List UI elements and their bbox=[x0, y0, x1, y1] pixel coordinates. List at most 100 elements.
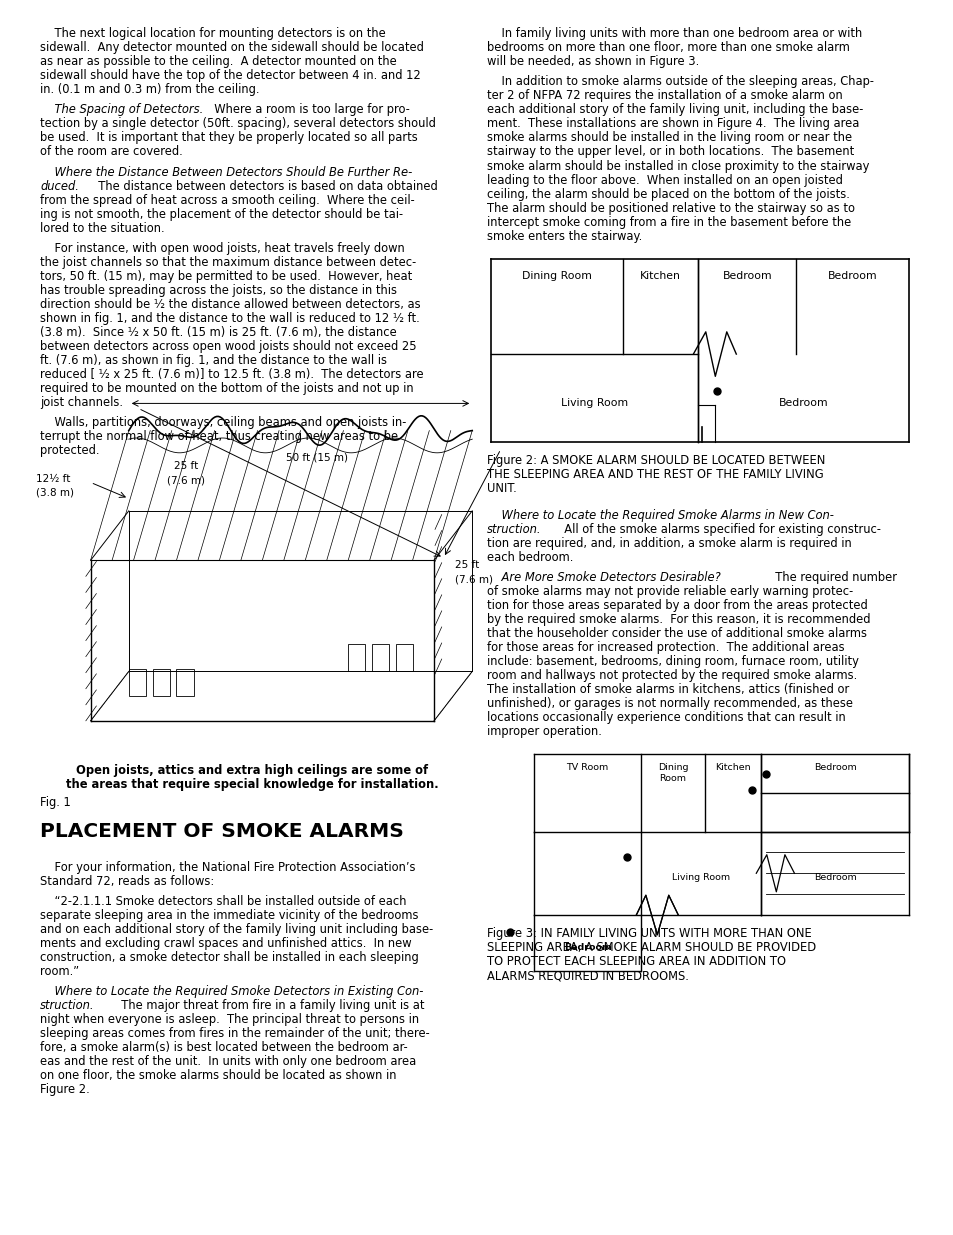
Text: Are More Smoke Detectors Desirable?: Are More Smoke Detectors Desirable? bbox=[486, 571, 720, 584]
Text: 12½ ft: 12½ ft bbox=[36, 474, 71, 484]
Text: (3.8 m).  Since ½ x 50 ft. (15 m) is 25 ft. (7.6 m), the distance: (3.8 m). Since ½ x 50 ft. (15 m) is 25 f… bbox=[40, 326, 396, 340]
Text: The required number: The required number bbox=[767, 571, 896, 584]
Text: separate sleeping area in the immediate vicinity of the bedrooms: separate sleeping area in the immediate … bbox=[40, 909, 418, 923]
Text: Where to Locate the Required Smoke Detectors in Existing Con-: Where to Locate the Required Smoke Detec… bbox=[40, 986, 423, 998]
Text: terrupt the normal flow of heat, thus creating new areas to be: terrupt the normal flow of heat, thus cr… bbox=[40, 430, 397, 443]
Text: 25 ft: 25 ft bbox=[455, 561, 478, 571]
Text: between detectors across open wood joists should not exceed 25: between detectors across open wood joist… bbox=[40, 340, 416, 353]
Text: Open joists, attics and extra high ceilings are some of: Open joists, attics and extra high ceili… bbox=[76, 764, 428, 777]
Text: of the room are covered.: of the room are covered. bbox=[40, 146, 183, 158]
Text: THE SLEEPING AREA AND THE REST OF THE FAMILY LIVING: THE SLEEPING AREA AND THE REST OF THE FA… bbox=[486, 468, 822, 482]
Text: 25 ft: 25 ft bbox=[173, 462, 198, 472]
Text: be used.  It is important that they be properly located so all parts: be used. It is important that they be pr… bbox=[40, 131, 417, 144]
Text: The distance between detectors is based on data obtained: The distance between detectors is based … bbox=[91, 179, 436, 193]
Text: ing is not smooth, the placement of the detector should be tai-: ing is not smooth, the placement of the … bbox=[40, 207, 403, 221]
Text: locations occasionally experience conditions that can result in: locations occasionally experience condit… bbox=[486, 711, 844, 724]
Text: Standard 72, reads as follows:: Standard 72, reads as follows: bbox=[40, 874, 214, 888]
Text: tion are required, and, in addition, a smoke alarm is required in: tion are required, and, in addition, a s… bbox=[486, 536, 850, 550]
Text: Figure 3: IN FAMILY LIVING UNITS WITH MORE THAN ONE: Figure 3: IN FAMILY LIVING UNITS WITH MO… bbox=[486, 927, 810, 940]
Text: (3.8 m): (3.8 m) bbox=[36, 488, 74, 498]
Text: intercept smoke coming from a fire in the basement before the: intercept smoke coming from a fire in th… bbox=[486, 216, 850, 228]
Text: for those areas for increased protection.  The additional areas: for those areas for increased protection… bbox=[486, 641, 843, 653]
Text: “2-2.1.1.1 Smoke detectors shall be installed outside of each: “2-2.1.1.1 Smoke detectors shall be inst… bbox=[40, 895, 406, 908]
Text: The next logical location for mounting detectors is on the: The next logical location for mounting d… bbox=[40, 27, 385, 41]
Text: In addition to smoke alarms outside of the sleeping areas, Chap-: In addition to smoke alarms outside of t… bbox=[486, 75, 873, 89]
Text: tors, 50 ft. (15 m), may be permitted to be used.  However, heat: tors, 50 ft. (15 m), may be permitted to… bbox=[40, 270, 412, 283]
Text: Bedroom: Bedroom bbox=[563, 944, 611, 952]
Text: each bedroom.: each bedroom. bbox=[486, 551, 573, 563]
Text: For instance, with open wood joists, heat travels freely down: For instance, with open wood joists, hea… bbox=[40, 242, 404, 254]
Text: The alarm should be positioned relative to the stairway so as to: The alarm should be positioned relative … bbox=[486, 201, 854, 215]
Text: shown in fig. 1, and the distance to the wall is reduced to 12 ½ ft.: shown in fig. 1, and the distance to the… bbox=[40, 312, 419, 325]
Text: smoke alarms should be installed in the living room or near the: smoke alarms should be installed in the … bbox=[486, 131, 851, 144]
Text: PLACEMENT OF SMOKE ALARMS: PLACEMENT OF SMOKE ALARMS bbox=[40, 821, 403, 841]
Text: All of the smoke alarms specified for existing construc-: All of the smoke alarms specified for ex… bbox=[557, 522, 881, 536]
Text: ments and excluding crawl spaces and unfinished attics.  In new: ments and excluding crawl spaces and unf… bbox=[40, 937, 412, 950]
Text: TV Room: TV Room bbox=[566, 763, 608, 772]
Text: In family living units with more than one bedroom area or with: In family living units with more than on… bbox=[486, 27, 861, 41]
Text: struction.: struction. bbox=[486, 522, 540, 536]
Text: the joist channels so that the maximum distance between detec-: the joist channels so that the maximum d… bbox=[40, 256, 416, 269]
Text: room and hallways not protected by the required smoke alarms.: room and hallways not protected by the r… bbox=[486, 669, 856, 682]
Text: Fig. 1: Fig. 1 bbox=[40, 797, 71, 809]
Text: has trouble spreading across the joists, so the distance in this: has trouble spreading across the joists,… bbox=[40, 284, 396, 296]
Text: joist channels.: joist channels. bbox=[40, 396, 123, 409]
Text: UNIT.: UNIT. bbox=[486, 482, 516, 495]
Text: in. (0.1 m and 0.3 m) from the ceiling.: in. (0.1 m and 0.3 m) from the ceiling. bbox=[40, 83, 259, 96]
Text: lored to the situation.: lored to the situation. bbox=[40, 222, 165, 235]
Text: smoke alarm should be installed in close proximity to the stairway: smoke alarm should be installed in close… bbox=[486, 159, 868, 173]
Text: sidewall should have the top of the detector between 4 in. and 12: sidewall should have the top of the dete… bbox=[40, 69, 420, 83]
Text: smoke enters the stairway.: smoke enters the stairway. bbox=[486, 230, 641, 242]
Text: ter 2 of NFPA 72 requires the installation of a smoke alarm on: ter 2 of NFPA 72 requires the installati… bbox=[486, 89, 841, 103]
Text: (7.6 m): (7.6 m) bbox=[455, 574, 493, 584]
Text: unfinished), or garages is not normally recommended, as these: unfinished), or garages is not normally … bbox=[486, 697, 852, 710]
Text: 50 ft (15 m): 50 ft (15 m) bbox=[286, 453, 348, 463]
Text: TO PROTECT EACH SLEEPING AREA IN ADDITION TO: TO PROTECT EACH SLEEPING AREA IN ADDITIO… bbox=[486, 956, 784, 968]
Text: stairway to the upper level, or in both locations.  The basement: stairway to the upper level, or in both … bbox=[486, 146, 853, 158]
Text: For your information, the National Fire Protection Association’s: For your information, the National Fire … bbox=[40, 861, 416, 873]
Text: Living Room: Living Room bbox=[560, 398, 628, 408]
Text: ft. (7.6 m), as shown in fig. 1, and the distance to the wall is: ft. (7.6 m), as shown in fig. 1, and the… bbox=[40, 354, 387, 367]
Text: tection by a single detector (50ft. spacing), several detectors should: tection by a single detector (50ft. spac… bbox=[40, 117, 436, 131]
Text: Where a room is too large for pro-: Where a room is too large for pro- bbox=[207, 104, 410, 116]
Text: include: basement, bedrooms, dining room, furnace room, utility: include: basement, bedrooms, dining room… bbox=[486, 655, 858, 668]
Text: of smoke alarms may not provide reliable early warning protec-: of smoke alarms may not provide reliable… bbox=[486, 585, 852, 598]
Text: bedrooms on more than one floor, more than one smoke alarm: bedrooms on more than one floor, more th… bbox=[486, 41, 848, 54]
Text: Bedroom: Bedroom bbox=[778, 398, 827, 408]
Text: required to be mounted on the bottom of the joists and not up in: required to be mounted on the bottom of … bbox=[40, 382, 414, 395]
Text: Where the Distance Between Detectors Should Be Further Re-: Where the Distance Between Detectors Sho… bbox=[40, 165, 412, 179]
Text: Bedroom: Bedroom bbox=[827, 272, 877, 282]
Text: ment.  These installations are shown in Figure 4.  The living area: ment. These installations are shown in F… bbox=[486, 117, 858, 131]
Text: night when everyone is asleep.  The principal threat to persons in: night when everyone is asleep. The princ… bbox=[40, 1013, 418, 1026]
Text: direction should be ½ the distance allowed between detectors, as: direction should be ½ the distance allow… bbox=[40, 298, 420, 311]
Text: and on each additional story of the family living unit including base-: and on each additional story of the fami… bbox=[40, 923, 433, 936]
Text: improper operation.: improper operation. bbox=[486, 725, 600, 739]
Text: as near as possible to the ceiling.  A detector mounted on the: as near as possible to the ceiling. A de… bbox=[40, 56, 396, 68]
Text: Bedroom: Bedroom bbox=[813, 763, 856, 772]
Text: Dining Room: Dining Room bbox=[521, 272, 592, 282]
Text: The installation of smoke alarms in kitchens, attics (finished or: The installation of smoke alarms in kitc… bbox=[486, 683, 848, 697]
Text: by the required smoke alarms.  For this reason, it is recommended: by the required smoke alarms. For this r… bbox=[486, 613, 869, 626]
Text: reduced [ ½ x 25 ft. (7.6 m)] to 12.5 ft. (3.8 m).  The detectors are: reduced [ ½ x 25 ft. (7.6 m)] to 12.5 ft… bbox=[40, 368, 423, 382]
Text: tion for those areas separated by a door from the areas protected: tion for those areas separated by a door… bbox=[486, 599, 866, 611]
Text: Where to Locate the Required Smoke Alarms in New Con-: Where to Locate the Required Smoke Alarm… bbox=[486, 509, 833, 521]
Text: The major threat from fire in a family living unit is at: The major threat from fire in a family l… bbox=[113, 999, 423, 1013]
Text: Kitchen: Kitchen bbox=[715, 763, 750, 772]
Text: will be needed, as shown in Figure 3.: will be needed, as shown in Figure 3. bbox=[486, 56, 698, 68]
Text: SLEEPING AREA, A SMOKE ALARM SHOULD BE PROVIDED: SLEEPING AREA, A SMOKE ALARM SHOULD BE P… bbox=[486, 941, 815, 955]
Text: room.”: room.” bbox=[40, 965, 79, 978]
Text: ALARMS REQUIRED IN BEDROOMS.: ALARMS REQUIRED IN BEDROOMS. bbox=[486, 969, 688, 982]
Text: struction.: struction. bbox=[40, 999, 94, 1013]
Text: sidewall.  Any detector mounted on the sidewall should be located: sidewall. Any detector mounted on the si… bbox=[40, 41, 423, 54]
Text: from the spread of heat across a smooth ceiling.  Where the ceil-: from the spread of heat across a smooth … bbox=[40, 194, 415, 206]
Text: Bedroom: Bedroom bbox=[813, 873, 856, 882]
Text: on one floor, the smoke alarms should be located as shown in: on one floor, the smoke alarms should be… bbox=[40, 1070, 396, 1082]
Text: leading to the floor above.  When installed on an open joisted: leading to the floor above. When install… bbox=[486, 173, 841, 186]
Text: each additional story of the family living unit, including the base-: each additional story of the family livi… bbox=[486, 104, 862, 116]
Text: The Spacing of Detectors.: The Spacing of Detectors. bbox=[40, 104, 203, 116]
Text: eas and the rest of the unit.  In units with only one bedroom area: eas and the rest of the unit. In units w… bbox=[40, 1056, 416, 1068]
Text: ceiling, the alarm should be placed on the bottom of the joists.: ceiling, the alarm should be placed on t… bbox=[486, 188, 848, 200]
Text: the areas that require special knowledge for installation.: the areas that require special knowledge… bbox=[66, 778, 438, 792]
Text: that the householder consider the use of additional smoke alarms: that the householder consider the use of… bbox=[486, 627, 865, 640]
Text: sleeping areas comes from fires in the remainder of the unit; there-: sleeping areas comes from fires in the r… bbox=[40, 1028, 430, 1040]
